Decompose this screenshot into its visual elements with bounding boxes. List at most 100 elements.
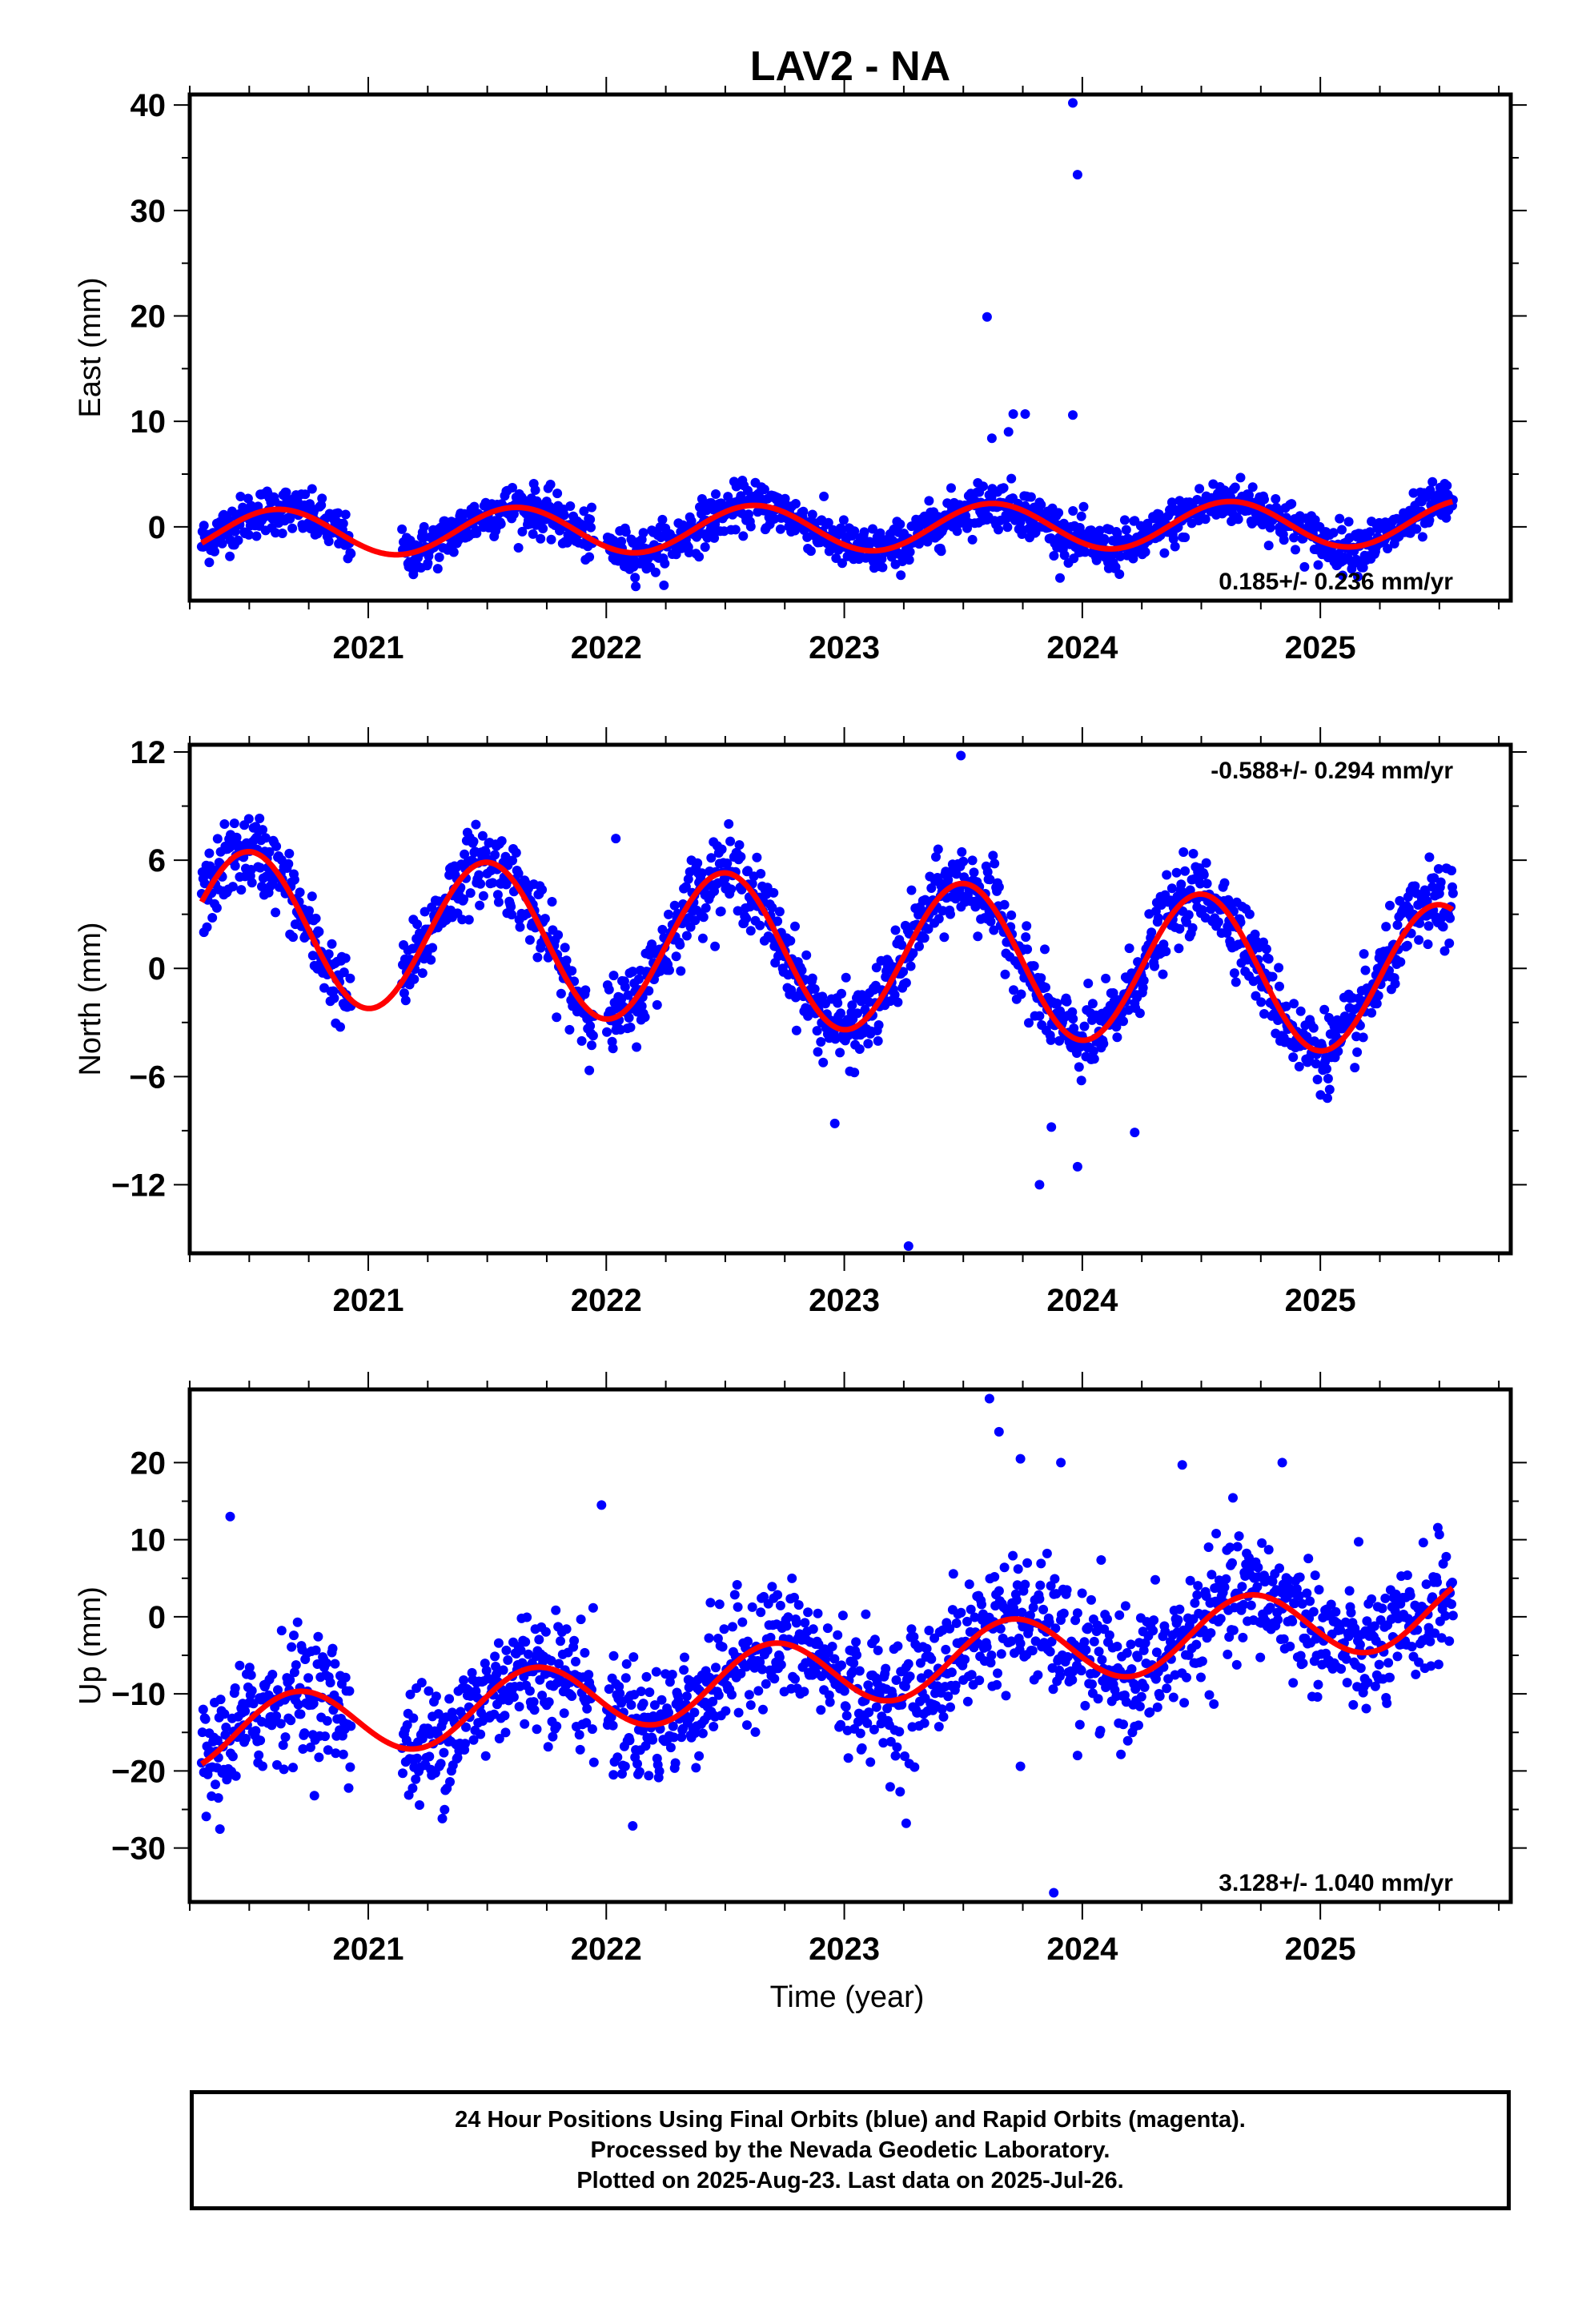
data-point [657, 514, 668, 525]
data-point [340, 1672, 351, 1683]
data-point [951, 869, 962, 879]
data-point [694, 1751, 705, 1761]
data-point [317, 493, 327, 504]
outlier-point [1020, 409, 1030, 419]
x-tick-label: 2022 [571, 630, 642, 665]
data-point [276, 1626, 287, 1636]
data-point [580, 985, 591, 995]
data-point [1445, 913, 1456, 923]
data-point [1149, 1615, 1159, 1626]
data-point [1383, 544, 1393, 553]
data-point [711, 1663, 721, 1673]
data-point [769, 1674, 780, 1684]
data-point [283, 858, 294, 869]
data-point [1180, 866, 1191, 876]
data-point [969, 867, 979, 878]
data-point [1040, 944, 1050, 955]
data-point [225, 551, 235, 561]
data-point [728, 1622, 737, 1632]
data-point [823, 517, 833, 528]
data-point [1432, 1577, 1442, 1587]
data-point [790, 921, 800, 931]
data-point [625, 1022, 636, 1032]
data-point [1168, 1692, 1178, 1703]
data-point [962, 1696, 973, 1707]
data-point [1311, 1059, 1321, 1069]
data-point [873, 1645, 883, 1655]
data-point [1295, 1006, 1306, 1016]
data-point [329, 993, 339, 1003]
data-point [1067, 1675, 1078, 1685]
data-point [1367, 1007, 1377, 1018]
data-point [476, 879, 486, 889]
data-point [1068, 506, 1078, 516]
outlier-point [984, 1393, 994, 1404]
data-point [201, 1811, 211, 1822]
data-point [1021, 932, 1031, 943]
data-point [676, 966, 686, 976]
x-tick-label: 2022 [571, 1932, 642, 1967]
data-point [919, 933, 930, 943]
data-point [854, 1044, 865, 1054]
data-point [545, 480, 556, 489]
data-point [247, 1686, 257, 1696]
data-point [285, 1675, 295, 1685]
data-point [588, 1602, 598, 1613]
data-point [547, 897, 557, 907]
data-point [1136, 1691, 1146, 1702]
data-point [434, 552, 444, 562]
data-point [1238, 1632, 1248, 1642]
data-point [314, 1752, 324, 1763]
data-point [1126, 1664, 1137, 1675]
data-point [905, 1671, 915, 1682]
data-point [1097, 1655, 1107, 1665]
data-point [492, 890, 503, 900]
data-point [1195, 484, 1205, 494]
data-point [894, 1727, 905, 1737]
data-point [812, 1026, 822, 1036]
data-point [1377, 1603, 1387, 1614]
data-point [587, 1724, 597, 1735]
data-point [1121, 525, 1131, 535]
data-point [1114, 1610, 1125, 1620]
data-point [701, 505, 712, 516]
data-point [946, 1702, 955, 1712]
data-point [801, 950, 812, 960]
data-point [538, 524, 548, 533]
data-point [608, 1043, 618, 1054]
data-point [1020, 1579, 1030, 1590]
data-point [511, 847, 521, 858]
data-point [515, 922, 525, 932]
data-point [490, 850, 500, 860]
data-point [791, 1618, 801, 1628]
data-point [1062, 1585, 1072, 1595]
data-point [738, 531, 749, 541]
data-point [1447, 866, 1456, 876]
data-point [409, 974, 420, 984]
data-point [493, 1638, 504, 1648]
data-point [881, 1663, 891, 1674]
data-point [620, 527, 631, 537]
data-point [776, 1659, 786, 1670]
data-point [741, 913, 752, 923]
data-point [420, 907, 430, 917]
data-point [437, 1813, 448, 1823]
data-point [681, 1691, 692, 1702]
data-point [258, 1761, 267, 1771]
data-point [803, 1607, 813, 1618]
data-point [1371, 999, 1382, 1009]
data-point [720, 874, 730, 884]
data-point [1022, 921, 1032, 931]
data-point [212, 834, 223, 844]
data-point [755, 493, 765, 503]
data-point [620, 982, 630, 992]
data-point [906, 885, 917, 895]
data-point [833, 1630, 843, 1640]
data-point [1083, 1622, 1094, 1632]
data-point [198, 1704, 208, 1715]
data-point [309, 1791, 319, 1801]
data-point [1191, 1639, 1202, 1650]
data-point [734, 840, 745, 850]
data-point [1087, 999, 1098, 1009]
outlier-point [1049, 1888, 1059, 1898]
